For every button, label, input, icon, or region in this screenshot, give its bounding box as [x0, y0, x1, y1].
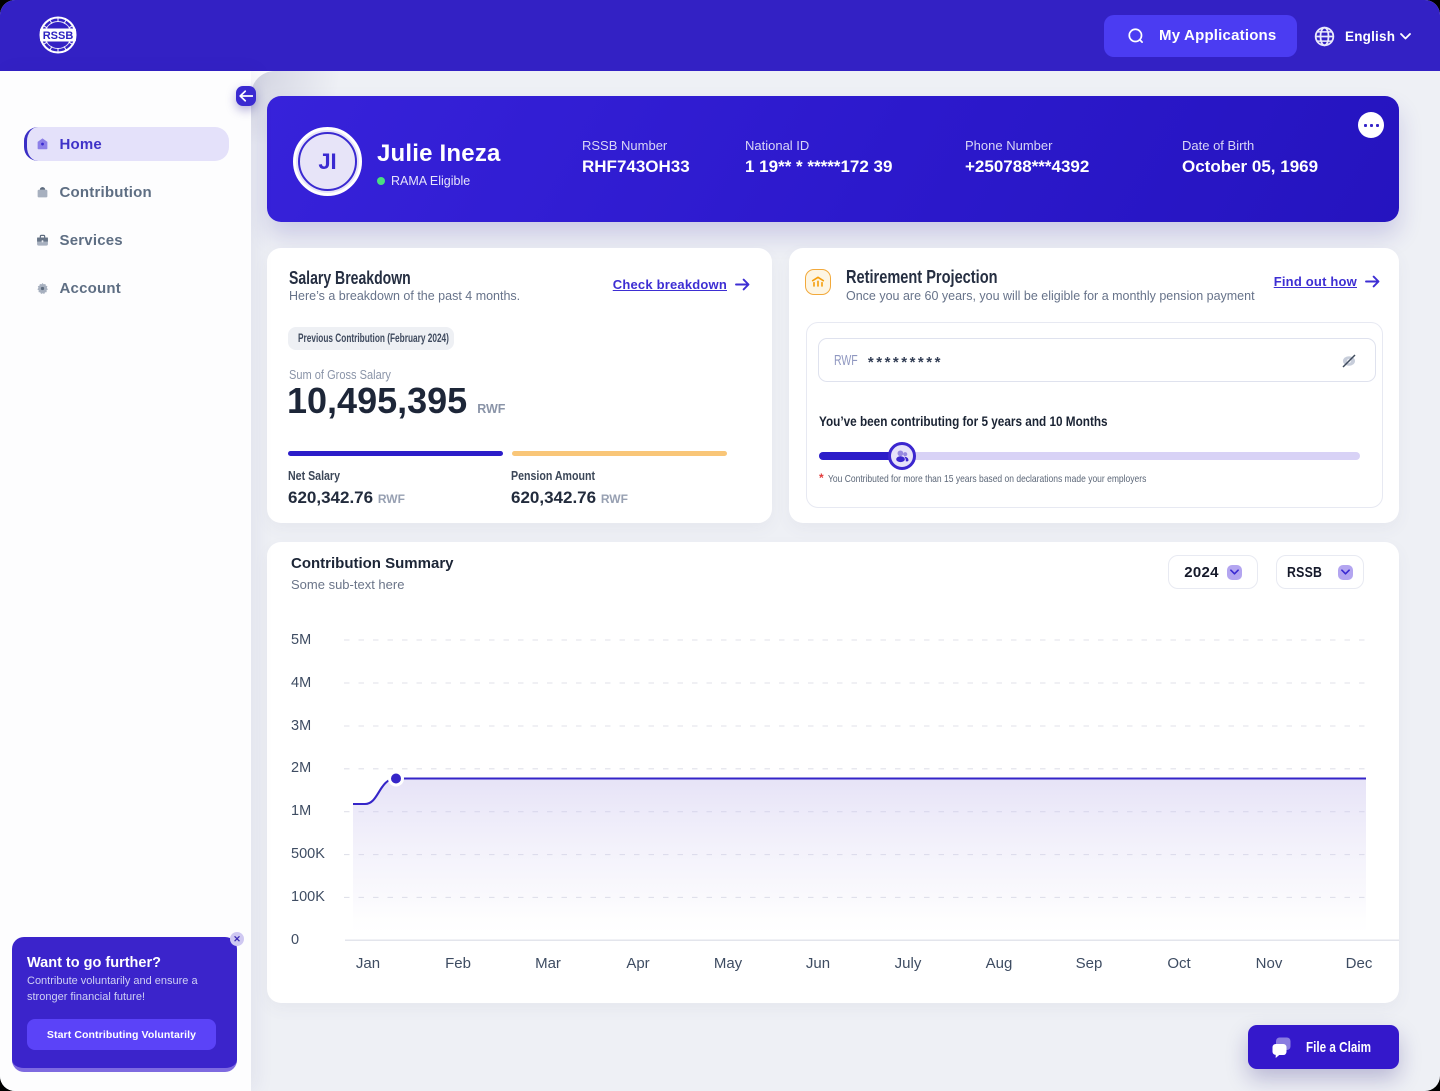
svg-text:RSSB: RSSB	[43, 30, 74, 42]
